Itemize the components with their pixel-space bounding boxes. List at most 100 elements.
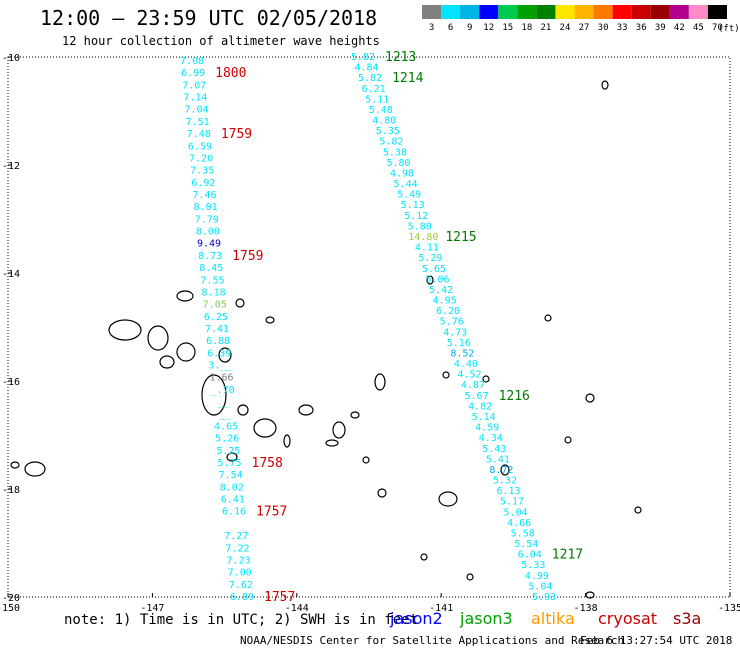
time-label: 1215: [445, 230, 476, 245]
swh-value-label: 4.59: [475, 423, 499, 434]
credit-line: NOAA/NESDIS Center for Satellite Applica…: [240, 634, 625, 647]
island-outline: [218, 347, 232, 363]
colorbar-swatch: [707, 5, 727, 19]
swh-value-label: 8.45: [199, 263, 223, 274]
swh-value-label: 4.99: [525, 571, 549, 582]
swh-value-label: 4.87: [461, 380, 485, 391]
colorbar-tick-label: 33: [617, 23, 628, 33]
swh-value-label: 4.40: [454, 359, 478, 370]
time-label: 1757: [264, 590, 295, 605]
y-tick-label: -20: [2, 593, 20, 604]
swh-value-label: 4.34: [479, 433, 503, 444]
swh-value-label: 6.59: [188, 141, 212, 152]
swh-value-label: 5.58: [511, 528, 535, 539]
swh-value-label: 8.52: [450, 348, 474, 359]
swh-value-label: 6.25: [204, 312, 228, 323]
x-tick-label: -138: [574, 603, 598, 614]
swh-value-label: 6.20: [436, 306, 460, 317]
island-outline: [585, 591, 595, 599]
colorbar-swatch: [612, 5, 632, 19]
colorbar-swatch: [650, 5, 670, 19]
swh-value-label: 5.54: [514, 539, 538, 550]
island-outline: [374, 373, 386, 391]
y-tick-label: -12: [2, 161, 20, 172]
island-outline: [585, 393, 595, 403]
swh-value-label: 5.49: [397, 190, 421, 201]
swh-value-label: 5.06: [425, 274, 449, 285]
swh-value-label: 7.08: [180, 56, 204, 67]
colorbar-tick-label: 45: [693, 23, 704, 33]
swh-value-label: 5.75: [217, 458, 241, 469]
plot-frame: [7, 56, 731, 598]
swh-value-label: 7.55: [200, 275, 224, 286]
swh-value-label: 4.11: [415, 243, 439, 254]
swh-value-label: 5.80: [408, 221, 432, 232]
swh-value-label: _.70: [211, 385, 235, 396]
footer-note: note: 1) Time is in UTC; 2) SWH is in fe…: [64, 612, 419, 628]
swh-value-label: 4.66: [507, 518, 531, 529]
island-outline: [634, 506, 642, 514]
swh-value-label: 5.11: [365, 94, 389, 105]
swh-value-label: 7.62: [229, 580, 253, 591]
swh-value-label: 8.72: [489, 465, 513, 476]
colorbar-tick-label: 15: [502, 23, 513, 33]
swh-value-label: 5.25: [216, 446, 240, 457]
swh-value-label: 4.73: [443, 327, 467, 338]
y-tick-label: -16: [2, 377, 20, 388]
colorbar-swatch: [517, 5, 537, 19]
island-outline: [350, 411, 360, 419]
colorbar-tick-label: 6: [448, 23, 453, 33]
y-tick-label: -10: [2, 53, 20, 64]
island-outline: [601, 80, 609, 90]
swh-value-label: 4.80: [372, 116, 396, 127]
swh-value-label: 7.07: [182, 80, 206, 91]
colorbar-tick-label: 18: [521, 23, 532, 33]
swh-value-label: 5.12: [404, 211, 428, 222]
swh-value-label: 5.29: [418, 253, 442, 264]
y-tick-label: -14: [2, 269, 20, 280]
x-tick-label: -141: [429, 603, 453, 614]
swh-value-label: 7.05: [203, 300, 227, 311]
x-tick-label: -135: [718, 603, 740, 614]
colorbar-swatch: [422, 5, 442, 19]
colorbar-swatch: [593, 5, 613, 19]
island-outline: [564, 436, 572, 444]
colorbar-tick-label: 36: [636, 23, 647, 33]
colorbar-swatch: [688, 5, 708, 19]
colorbar-swatch: [631, 5, 651, 19]
swh-value-label: 6.41: [221, 495, 245, 506]
colorbar-swatch: [574, 5, 594, 19]
island-outline: [377, 488, 387, 498]
colorbar-swatch: [479, 5, 499, 19]
swh-value-label: 8.01: [194, 202, 218, 213]
island-outline: [176, 342, 196, 362]
swh-value-label: 5.44: [394, 179, 418, 190]
colorbar-tick-label: 27: [579, 23, 590, 33]
swh-value-label: 7.48: [187, 129, 211, 140]
swh-value-label: 8.18: [202, 287, 226, 298]
swh-value-label: 7.14: [183, 93, 207, 104]
swh-value-label: 6.04: [518, 550, 542, 561]
swh-value-label: 5.67: [465, 391, 489, 402]
swh-value-label: 3.__: [208, 361, 233, 372]
time-label: 1214: [392, 71, 423, 86]
colorbar-swatch: [669, 5, 689, 19]
swh-value-label: 4.95: [433, 296, 457, 307]
colorbar-tick-label: 21: [540, 23, 551, 33]
swh-value-label: 9.49: [197, 239, 221, 250]
colorbar-tick-label: 3: [429, 23, 434, 33]
island-outline: [108, 319, 142, 341]
island-outline: [10, 461, 20, 469]
swh-value-label: 7.27: [224, 531, 248, 542]
island-outline: [332, 421, 346, 439]
colorbar-tick-label: 42: [674, 23, 685, 33]
island-outline: [253, 418, 277, 438]
island-outline: [298, 404, 314, 416]
swh-value-label: 7.54: [219, 470, 243, 481]
swh-value-label: __: [218, 397, 231, 408]
colorbar-tick-label: 24: [560, 23, 571, 33]
swh-value-label: 5.41: [486, 454, 510, 465]
swh-value-label: 6.16: [222, 507, 246, 518]
swh-value-label: 5.82: [379, 137, 403, 148]
island-outline: [325, 439, 339, 447]
